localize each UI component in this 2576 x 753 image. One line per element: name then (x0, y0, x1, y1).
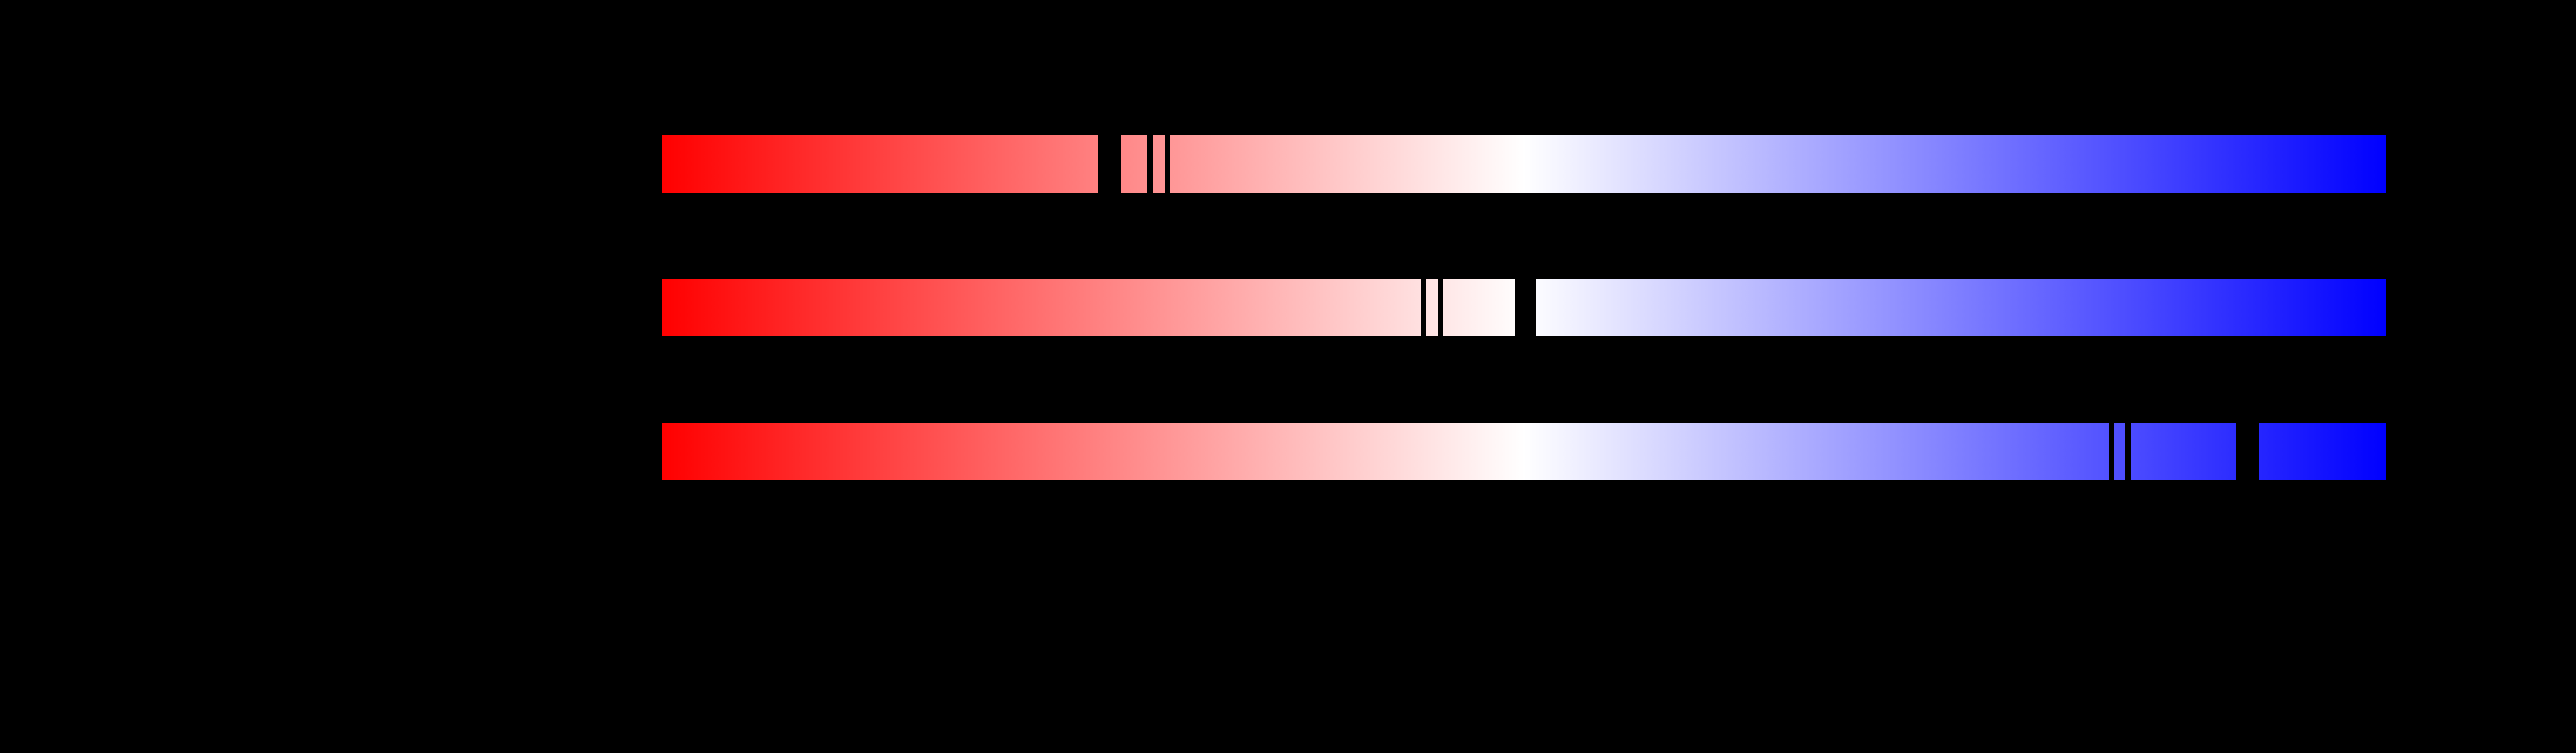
tick-marker-thick (2236, 423, 2259, 480)
gradient-colorbar-row-3 (662, 423, 2386, 480)
tick-marker-thin (2125, 423, 2131, 480)
gradient-colorbar-row-2 (662, 279, 2386, 336)
gradient-colorbar-row-1 (662, 135, 2386, 193)
tick-marker-thin (1165, 135, 1170, 193)
tick-marker-thin (1421, 279, 1426, 336)
tick-marker-thin (1438, 279, 1443, 336)
tick-marker-thick (1098, 135, 1121, 193)
tick-marker-thick (1515, 279, 1536, 336)
tick-marker-thin (1147, 135, 1153, 193)
tick-marker-thin (2109, 423, 2114, 480)
